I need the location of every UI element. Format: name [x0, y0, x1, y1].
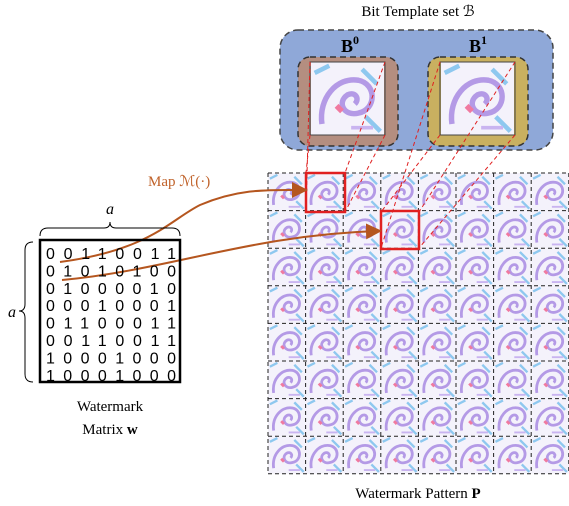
- pattern-tile: [343, 248, 381, 286]
- pattern-tile: [456, 323, 494, 361]
- pattern-tile: [456, 173, 494, 211]
- size-label-left: a: [8, 304, 16, 321]
- pattern-tile: [494, 361, 532, 399]
- pattern-tile: [418, 399, 456, 437]
- pattern-tile: [306, 436, 344, 474]
- pattern-tile: [494, 323, 532, 361]
- pattern-tile: [418, 286, 456, 324]
- matrix-row: 00110011: [46, 246, 176, 263]
- pattern-tile: [268, 399, 306, 437]
- pattern-tile: [531, 286, 569, 324]
- pattern-tile: [268, 248, 306, 286]
- matrix-row: 00010001: [46, 298, 176, 315]
- pattern-tile: [456, 399, 494, 437]
- pattern-tile: [268, 211, 306, 249]
- caption-text: Matrix: [82, 422, 123, 438]
- pattern-tile: [268, 286, 306, 324]
- caption-text: Watermark Pattern: [355, 486, 468, 502]
- matrix-row: 01000010: [46, 281, 176, 298]
- caption-symbol: w: [127, 422, 138, 438]
- map-arrow: [60, 190, 304, 262]
- template-letter: B: [469, 36, 481, 56]
- pattern-tile: [494, 248, 532, 286]
- pattern-tile: [456, 436, 494, 474]
- figure: Bit Template set ℬ B0 B1 Watermark Patte…: [0, 0, 569, 506]
- pattern-tile: [381, 173, 419, 211]
- pattern-tile: [456, 361, 494, 399]
- pattern-tile: [531, 211, 569, 249]
- map-label: Map ℳ(·): [148, 174, 210, 190]
- brace-left: [19, 242, 33, 382]
- pattern-tile: [381, 286, 419, 324]
- pattern-tile: [343, 211, 381, 249]
- template-letter: B: [341, 36, 353, 56]
- pattern-tile: [418, 248, 456, 286]
- pattern-tile: [268, 173, 306, 211]
- pattern-tile: [306, 173, 344, 211]
- pattern-tile: [494, 399, 532, 437]
- pattern-tile: [418, 323, 456, 361]
- pattern-tile: [456, 248, 494, 286]
- matrix-row: 10001000: [46, 350, 176, 367]
- matrix-rows: 0011001101010100010000100001000101100011…: [46, 246, 176, 385]
- pattern-tile: [418, 436, 456, 474]
- matrix-caption-line1: Watermark: [77, 399, 144, 415]
- pattern-tile: [531, 323, 569, 361]
- pattern-tile: [531, 436, 569, 474]
- pattern-tile: [531, 173, 569, 211]
- pattern-tile: [343, 436, 381, 474]
- pattern-tile: [306, 361, 344, 399]
- template-superscript: 1: [481, 33, 487, 47]
- pattern-tile: [381, 248, 419, 286]
- pattern-tile: [456, 211, 494, 249]
- size-label-top: a: [106, 201, 114, 218]
- matrix-row: 01100011: [46, 316, 176, 333]
- pattern-tile: [531, 248, 569, 286]
- pattern-tile: [343, 361, 381, 399]
- pattern-tile: [531, 361, 569, 399]
- pattern-tile: [306, 399, 344, 437]
- pattern-tile: [306, 248, 344, 286]
- pattern-tile: [381, 323, 419, 361]
- pattern-tile: [343, 399, 381, 437]
- pattern-tile: [494, 211, 532, 249]
- pattern-tile: [494, 173, 532, 211]
- pattern-tile: [268, 436, 306, 474]
- matrix-caption-line2: Matrix w: [82, 422, 138, 438]
- pattern-tile: [343, 286, 381, 324]
- pattern-tile: [531, 399, 569, 437]
- pattern-tile: [306, 286, 344, 324]
- template-set-title: Bit Template set ℬ: [361, 4, 475, 20]
- pattern-tile: [381, 361, 419, 399]
- pattern-tile: [306, 323, 344, 361]
- caption-symbol: P: [472, 486, 481, 502]
- pattern-tile: [381, 436, 419, 474]
- pattern-tile: [381, 399, 419, 437]
- matrix-row: 00110011: [46, 333, 176, 350]
- pattern-tile: [343, 323, 381, 361]
- pattern-tile: [456, 286, 494, 324]
- pattern-tile: [494, 436, 532, 474]
- pattern-tile: [306, 211, 344, 249]
- pattern-tile: [268, 323, 306, 361]
- brace-top: [40, 222, 180, 236]
- template-image-0: [311, 62, 384, 135]
- pattern-tile: [268, 361, 306, 399]
- matrix-row: 01010100: [46, 263, 176, 280]
- template-superscript: 0: [353, 33, 359, 47]
- pattern-tile: [494, 286, 532, 324]
- pattern-caption: Watermark Pattern P: [355, 486, 480, 502]
- template-image-1: [441, 62, 514, 135]
- pattern-tile: [418, 361, 456, 399]
